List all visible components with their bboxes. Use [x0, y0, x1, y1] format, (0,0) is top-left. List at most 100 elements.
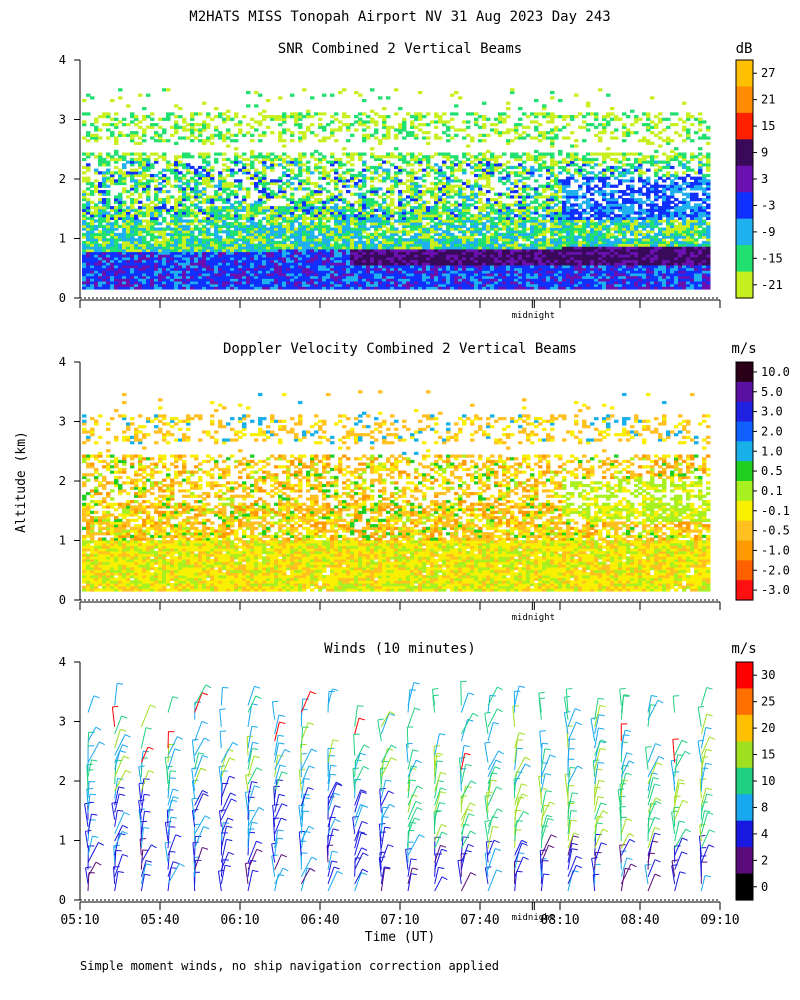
heatmap-cell	[466, 278, 471, 282]
heatmap-cell	[498, 222, 503, 226]
heatmap-cell	[94, 184, 99, 188]
heatmap-cell	[142, 214, 147, 218]
heatmap-cell	[422, 278, 427, 282]
heatmap-cell	[478, 187, 483, 191]
heatmap-cell	[410, 187, 415, 191]
heatmap-cell	[262, 115, 267, 119]
heatmap-cell	[406, 278, 411, 282]
heatmap-cell	[526, 262, 531, 266]
heatmap-cell	[398, 165, 403, 170]
heatmap-cell	[494, 270, 499, 274]
heatmap-cell	[282, 206, 287, 210]
heatmap-cell	[394, 275, 399, 279]
heatmap-cell	[490, 232, 495, 237]
heatmap-cell	[118, 243, 123, 247]
heatmap-cell	[182, 176, 187, 180]
heatmap-cell	[434, 136, 439, 140]
heatmap-cell	[406, 187, 411, 191]
heatmap-cell	[214, 232, 219, 237]
heatmap-cell	[210, 283, 215, 287]
heatmap-cell	[202, 190, 207, 194]
heatmap-cell	[122, 222, 127, 226]
heatmap-cell	[298, 251, 303, 255]
heatmap-cell	[270, 238, 275, 242]
heatmap-cell	[290, 211, 295, 215]
heatmap-cell	[134, 115, 139, 119]
heatmap-cell	[434, 112, 439, 116]
heatmap-cell	[294, 286, 299, 290]
heatmap-cell	[350, 230, 355, 234]
heatmap-cell	[106, 240, 111, 245]
heatmap-cell	[490, 216, 495, 220]
heatmap-cell	[474, 227, 479, 231]
heatmap-cell	[238, 179, 243, 183]
heatmap-cell	[522, 136, 527, 140]
heatmap-cell	[358, 208, 363, 212]
heatmap-cell	[322, 168, 327, 172]
heatmap-cell	[422, 184, 427, 188]
heatmap-cell	[522, 251, 527, 255]
heatmap-cell	[306, 275, 311, 279]
heatmap-cell	[302, 206, 307, 210]
heatmap-cell	[94, 270, 99, 274]
heatmap-cell	[222, 262, 227, 266]
heatmap-cell	[194, 128, 199, 132]
heatmap-cell	[438, 246, 443, 250]
heatmap-cell	[358, 238, 363, 242]
heatmap-cell	[202, 235, 207, 239]
heatmap-cell	[318, 254, 323, 258]
heatmap-cell	[146, 240, 151, 245]
heatmap-cell	[286, 230, 291, 234]
heatmap-cell	[146, 184, 151, 188]
heatmap-cell	[518, 173, 523, 178]
heatmap-cell	[506, 240, 511, 245]
heatmap-cell	[238, 264, 243, 269]
heatmap-cell	[326, 160, 331, 164]
heatmap-cell	[158, 251, 163, 255]
heatmap-cell	[266, 270, 271, 274]
heatmap-cell	[190, 179, 195, 183]
heatmap-cell	[230, 267, 235, 271]
heatmap-cell	[178, 176, 183, 180]
heatmap-cell	[430, 190, 435, 194]
heatmap-cell	[154, 275, 159, 279]
heatmap-cell	[326, 232, 331, 237]
heatmap-cell	[410, 286, 415, 290]
heatmap-cell	[346, 240, 351, 245]
heatmap-cell	[102, 198, 107, 202]
heatmap-cell	[398, 281, 403, 285]
heatmap-cell	[246, 251, 251, 255]
heatmap-cell	[134, 227, 139, 231]
heatmap-cell	[342, 206, 347, 210]
heatmap-cell	[410, 278, 415, 282]
heatmap-cell	[282, 273, 287, 277]
heatmap-cell	[198, 200, 203, 204]
heatmap-cell	[90, 262, 95, 266]
heatmap-cell	[194, 195, 199, 199]
snr-heatmap	[82, 88, 711, 290]
heatmap-cell	[434, 214, 439, 218]
heatmap-cell	[246, 262, 251, 266]
heatmap-cell	[110, 224, 115, 228]
heatmap-cell	[446, 275, 451, 279]
heatmap-cell	[246, 278, 251, 282]
heatmap-cell	[190, 243, 195, 247]
heatmap-cell	[242, 243, 247, 247]
heatmap-cell	[486, 238, 491, 242]
heatmap-cell	[198, 155, 203, 159]
heatmap-cell	[218, 278, 223, 282]
heatmap-cell	[386, 248, 391, 253]
heatmap-cell	[518, 286, 523, 290]
heatmap-cell	[418, 117, 423, 121]
heatmap-cell	[146, 281, 151, 285]
heatmap-cell	[242, 214, 247, 218]
heatmap-cell	[210, 211, 215, 215]
heatmap-cell	[178, 227, 183, 231]
heatmap-cell	[382, 259, 387, 263]
heatmap-cell	[434, 278, 439, 282]
heatmap-cell	[438, 227, 443, 231]
heatmap-cell	[386, 155, 391, 159]
heatmap-cell	[290, 216, 295, 220]
heatmap-cell	[106, 227, 111, 231]
heatmap-cell	[382, 286, 387, 290]
